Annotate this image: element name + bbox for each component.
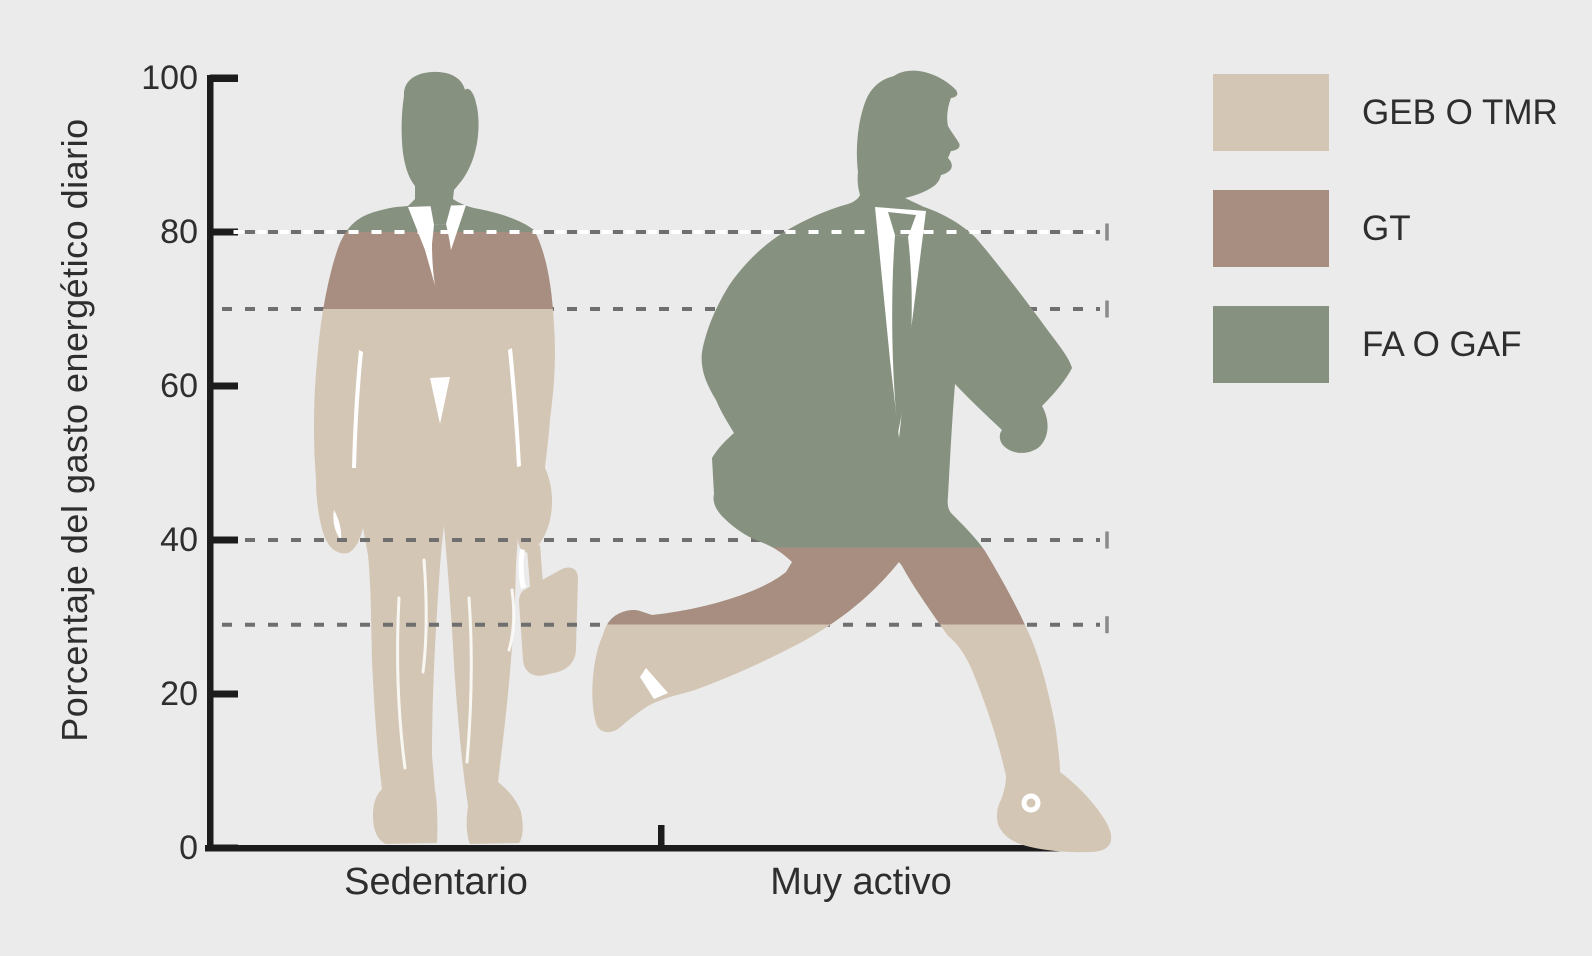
y-axis-tick (210, 74, 238, 82)
legend-swatch-gt (1213, 190, 1329, 267)
legend: GEB O TMR GT FA O GAF (1213, 74, 1583, 422)
legend-label-fa: FA O GAF (1362, 324, 1522, 364)
legend-item-geb: GEB O TMR (1213, 74, 1583, 151)
x-axis-category-labels: Sedentario Muy activo (0, 856, 1592, 916)
y-axis-tick (210, 844, 238, 852)
y-tick-label-20: 20 (160, 675, 198, 713)
x-category-label-muy-activo: Muy activo (770, 861, 952, 903)
legend-item-gt: GT (1213, 190, 1583, 267)
legend-item-fa: FA O GAF (1213, 306, 1583, 383)
x-axis-line (205, 845, 1063, 852)
y-axis-line (207, 75, 214, 848)
x-category-label-sedentario: Sedentario (344, 861, 528, 903)
y-axis-tick-marks (210, 74, 238, 852)
y-tick-label-80: 80 (160, 213, 198, 251)
y-tick-label-40: 40 (160, 521, 198, 559)
legend-label-geb: GEB O TMR (1362, 92, 1558, 132)
y-tick-label-60: 60 (160, 367, 198, 405)
legend-swatch-geb (1213, 74, 1329, 151)
legend-label-gt: GT (1362, 208, 1411, 248)
y-tick-label-0: 0 (179, 829, 198, 867)
y-axis-tick (210, 536, 238, 544)
y-axis-tick-labels: 0 20 40 60 80 100 (84, 0, 198, 956)
y-tick-label-100: 100 (141, 59, 198, 97)
y-axis-tick (210, 382, 238, 390)
y-axis-tick (210, 690, 238, 698)
x-axis-category-tick (658, 825, 665, 847)
y-axis-tick (210, 228, 238, 236)
figure-sedentary-man (313, 71, 578, 844)
figure-active-man (592, 70, 1112, 853)
legend-swatch-fa (1213, 306, 1329, 383)
